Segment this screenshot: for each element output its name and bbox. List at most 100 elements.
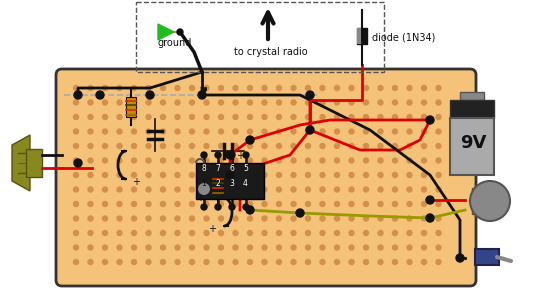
Circle shape — [436, 115, 441, 119]
Circle shape — [436, 202, 441, 206]
Circle shape — [161, 115, 166, 119]
Circle shape — [190, 245, 194, 250]
Circle shape — [276, 231, 281, 235]
Circle shape — [262, 231, 267, 235]
Circle shape — [306, 173, 311, 177]
Circle shape — [436, 245, 441, 250]
Bar — [357, 28, 367, 44]
Circle shape — [161, 86, 166, 90]
Circle shape — [161, 144, 166, 148]
Circle shape — [407, 129, 412, 134]
Circle shape — [88, 245, 93, 250]
Circle shape — [218, 158, 224, 163]
Circle shape — [131, 202, 136, 206]
Circle shape — [175, 115, 180, 119]
Circle shape — [233, 216, 238, 221]
Circle shape — [378, 86, 383, 90]
Circle shape — [421, 187, 426, 192]
Circle shape — [175, 260, 180, 264]
Circle shape — [117, 216, 122, 221]
Circle shape — [117, 158, 122, 163]
Circle shape — [436, 187, 441, 192]
Circle shape — [407, 86, 412, 90]
Circle shape — [131, 187, 136, 192]
Circle shape — [421, 144, 426, 148]
Circle shape — [421, 245, 426, 250]
Circle shape — [276, 86, 281, 90]
Circle shape — [146, 202, 151, 206]
Circle shape — [117, 129, 122, 134]
Circle shape — [349, 100, 354, 105]
Circle shape — [378, 202, 383, 206]
Circle shape — [436, 231, 441, 235]
Circle shape — [291, 260, 296, 264]
Circle shape — [161, 231, 166, 235]
Circle shape — [190, 100, 194, 105]
Circle shape — [349, 129, 354, 134]
Circle shape — [103, 187, 108, 192]
Circle shape — [407, 260, 412, 264]
Circle shape — [320, 100, 325, 105]
Circle shape — [320, 260, 325, 264]
Circle shape — [470, 181, 510, 221]
Circle shape — [262, 202, 267, 206]
Circle shape — [334, 115, 339, 119]
Circle shape — [190, 216, 194, 221]
Circle shape — [306, 245, 311, 250]
Circle shape — [407, 100, 412, 105]
Circle shape — [291, 173, 296, 177]
Circle shape — [436, 144, 441, 148]
Circle shape — [96, 91, 104, 99]
Circle shape — [349, 144, 354, 148]
Circle shape — [276, 158, 281, 163]
Bar — [196, 163, 264, 199]
Circle shape — [88, 231, 93, 235]
Circle shape — [146, 129, 151, 134]
Circle shape — [146, 115, 151, 119]
Circle shape — [306, 158, 311, 163]
Circle shape — [306, 202, 311, 206]
Circle shape — [226, 151, 234, 159]
Text: diode (1N34): diode (1N34) — [372, 32, 435, 42]
Circle shape — [349, 245, 354, 250]
Circle shape — [190, 115, 194, 119]
Bar — [136, 2, 384, 72]
Circle shape — [426, 214, 434, 222]
Circle shape — [407, 173, 412, 177]
Circle shape — [218, 173, 224, 177]
Circle shape — [378, 115, 383, 119]
Text: 5: 5 — [243, 164, 248, 173]
Circle shape — [204, 129, 209, 134]
Circle shape — [262, 187, 267, 192]
Circle shape — [146, 231, 151, 235]
Circle shape — [248, 100, 252, 105]
Circle shape — [421, 216, 426, 221]
Circle shape — [146, 216, 151, 221]
Circle shape — [334, 86, 339, 90]
Circle shape — [177, 29, 183, 35]
Circle shape — [204, 86, 209, 90]
Circle shape — [190, 202, 194, 206]
Circle shape — [218, 245, 224, 250]
Circle shape — [378, 144, 383, 148]
Circle shape — [88, 100, 93, 105]
Circle shape — [204, 115, 209, 119]
Circle shape — [117, 231, 122, 235]
Circle shape — [204, 187, 209, 192]
Circle shape — [204, 260, 209, 264]
Circle shape — [117, 260, 122, 264]
Circle shape — [74, 91, 82, 99]
Circle shape — [349, 202, 354, 206]
Circle shape — [349, 173, 354, 177]
Circle shape — [393, 231, 397, 235]
Circle shape — [161, 216, 166, 221]
Circle shape — [334, 245, 339, 250]
Circle shape — [306, 115, 311, 119]
Circle shape — [117, 245, 122, 250]
Circle shape — [218, 144, 224, 148]
Circle shape — [248, 202, 252, 206]
Circle shape — [88, 115, 93, 119]
Circle shape — [291, 216, 296, 221]
Circle shape — [407, 115, 412, 119]
Circle shape — [161, 202, 166, 206]
